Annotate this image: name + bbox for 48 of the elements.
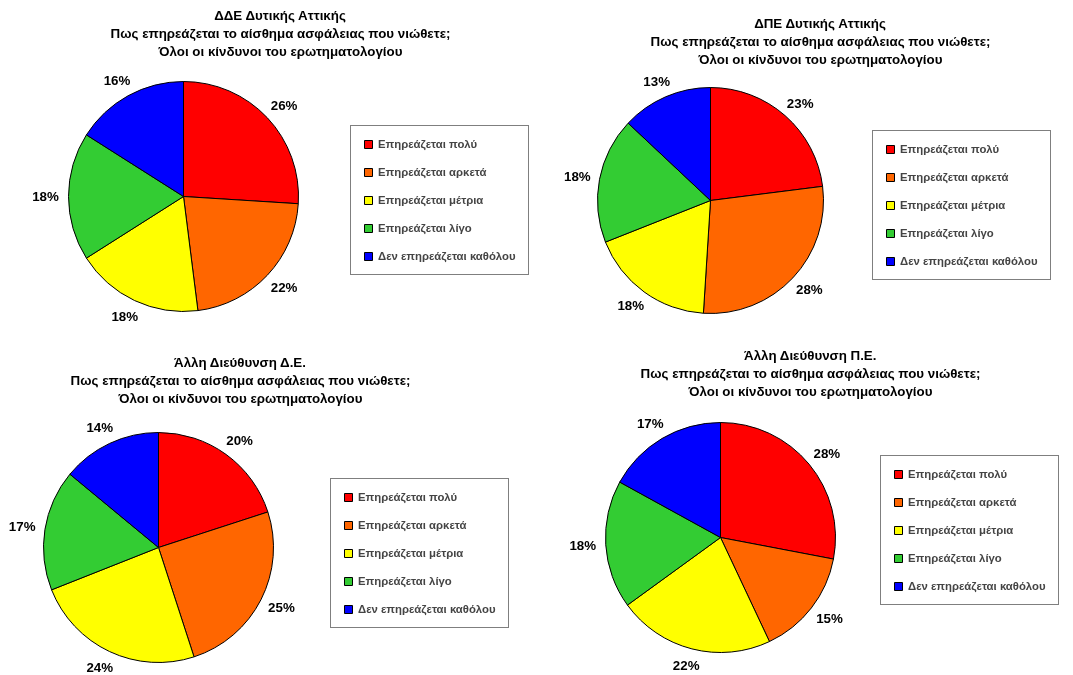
data-label: 28% (813, 445, 841, 461)
legend-label: Επηρεάζεται λίγο (358, 575, 452, 587)
legend-label: Επηρεάζεται μέτρια (358, 547, 464, 559)
chart-subtitle: Πως επηρεάζεται το αίσθημα ασφάλειας που νιώθετε; Όλοι οι κίνδυνοι του ερωτηματολογίου (650, 34, 991, 67)
legend-label: Δεν επηρεάζεται καθόλου (908, 580, 1046, 592)
data-label: 20% (226, 433, 254, 449)
chart-subtitle: Πως επηρεάζεται το αίσθημα ασφάλειας που νιώθετε; Όλοι οι κίνδυνοι του ερωτηματολογίου (70, 373, 411, 406)
legend-label: Επηρεάζεται αρκετά (378, 166, 487, 178)
data-label: 13% (643, 73, 671, 89)
chart-title: Άλλη Διεύθυνση Π.Ε. (744, 348, 877, 363)
data-label: 14% (86, 420, 114, 436)
data-label: 17% (8, 519, 36, 535)
chart-subtitle: Πως επηρεάζεται το αίσθημα ασφάλειας που νιώθετε; Όλοι οι κίνδυνοι του ερωτηματολογίου (110, 26, 451, 59)
data-label: 25% (268, 600, 295, 616)
legend-label: Επηρεάζεται μέτρια (378, 194, 484, 206)
data-label: 18% (569, 538, 597, 554)
legend-label: Επηρεάζεται αρκετά (900, 171, 1009, 183)
legend-label: Επηρεάζεται λίγο (908, 552, 1002, 564)
legend-label: Επηρεάζεται πολύ (378, 138, 478, 150)
legend-label: Επηρεάζεται λίγο (900, 227, 994, 239)
chart-title: Άλλη Διεύθυνση Δ.Ε. (174, 355, 306, 370)
data-label: 16% (103, 73, 131, 89)
data-label: 18% (32, 189, 59, 204)
data-label: 23% (786, 95, 814, 111)
data-label: 17% (636, 416, 664, 432)
legend-label: Δεν επηρεάζεται καθόλου (378, 250, 516, 262)
data-label: 24% (86, 659, 114, 675)
legend-label: Δεν επηρεάζεται καθόλου (900, 255, 1038, 267)
chart-subtitle: Πως επηρεάζεται το αίσθημα ασφάλειας που νιώθετε; Όλοι οι κίνδυνοι του ερωτηματολογίου (640, 366, 981, 399)
legend-label: Δεν επηρεάζεται καθόλου (358, 603, 496, 615)
data-label: 15% (816, 611, 844, 627)
data-label: 22% (270, 279, 298, 295)
legend-label: Επηρεάζεται μέτρια (900, 199, 1006, 211)
data-label: 26% (270, 98, 298, 114)
chart-title: ΔΔΕ Δυτικής Αττικής (214, 8, 346, 23)
legend-label: Επηρεάζεται πολύ (908, 468, 1008, 480)
legend-label: Επηρεάζεται πολύ (358, 491, 458, 503)
legend-label: Επηρεάζεται αρκετά (358, 519, 467, 531)
legend-label: Επηρεάζεται μέτρια (908, 524, 1014, 536)
legend-label: Επηρεάζεται λίγο (378, 222, 472, 234)
data-label: 18% (111, 308, 139, 324)
data-label: 18% (563, 168, 591, 184)
chart-title: ΔΠΕ Δυτικής Αττικής (754, 16, 886, 31)
data-label: 18% (617, 298, 645, 314)
legend-label: Επηρεάζεται αρκετά (908, 496, 1017, 508)
legend-label: Επηρεάζεται πολύ (900, 143, 1000, 155)
data-label: 22% (672, 658, 700, 674)
data-label: 28% (796, 281, 823, 297)
